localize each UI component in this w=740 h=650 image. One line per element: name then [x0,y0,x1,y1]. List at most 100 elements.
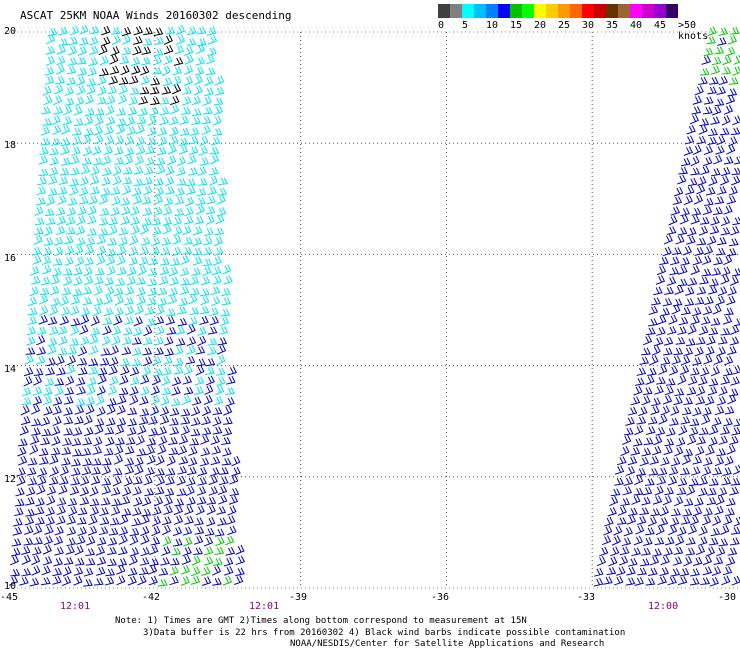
wind-barb [106,248,117,257]
wind-barb [203,536,214,547]
wind-barb [157,578,168,587]
wind-barb [27,307,38,316]
wind-barb [159,257,170,266]
wind-barb [683,498,694,507]
wind-barb [671,247,682,255]
wind-barb [144,306,155,316]
wind-barb [29,444,39,455]
wind-barb [75,398,86,406]
wind-barb [84,115,94,126]
wind-barb [626,514,637,525]
wind-barb [189,438,200,446]
wind-barb [129,386,139,396]
wind-barb [142,347,153,356]
wind-barb [47,316,58,326]
wind-barb [127,426,137,436]
wind-barb [164,336,174,346]
wind-barb [208,475,218,486]
wind-barb [702,566,713,576]
wind-barb [188,135,199,145]
wind-barb [69,25,80,36]
wind-barb [92,306,102,317]
wind-barb [181,395,192,405]
wind-barb [711,56,722,66]
wind-barb [174,208,185,217]
wind-barb [11,538,22,547]
wind-barb [56,367,66,376]
wind-barb [712,417,722,427]
wind-barb [43,237,54,246]
wind-barb [109,375,119,386]
wind-barb [174,498,185,507]
legend-label: 45 [654,20,667,31]
wind-barb [696,436,706,445]
wind-barb [48,326,59,336]
wind-barb [675,336,686,345]
wind-barb [21,545,31,556]
wind-barb [215,75,225,86]
wind-barb [720,376,731,385]
wind-barb [87,215,97,225]
wind-barb [707,136,718,146]
wind-barb [71,467,81,476]
wind-barb [713,556,724,565]
wind-barb [153,27,164,37]
wind-barb [121,508,132,517]
wind-barb [172,246,182,257]
wind-barb [698,487,708,497]
wind-barb [723,254,733,266]
wind-barb [196,38,207,47]
wind-barb [149,544,159,556]
wind-barb [79,486,90,497]
wind-barb [636,367,647,376]
wind-barb [138,256,149,266]
wind-barb [86,84,96,95]
wind-barb [186,336,197,347]
wind-barb [32,386,43,396]
wind-barb [159,266,170,276]
wind-barb [100,497,111,506]
wind-barb [715,295,726,306]
wind-barb [704,197,714,207]
wind-barb [164,487,175,497]
wind-barb [656,326,666,336]
lon-label-33: -33 [577,592,596,603]
wind-barb [146,437,157,447]
wind-barb [617,456,627,466]
wind-barb [40,416,51,427]
wind-barb [54,84,64,95]
wind-barb [722,315,733,325]
wind-barb [180,564,191,575]
wind-barb [84,427,94,437]
wind-barb [148,427,159,437]
wind-barb [646,327,656,336]
wind-barb [194,526,205,535]
wind-barb [225,547,236,556]
wind-barb [165,165,175,176]
wind-barb [668,466,679,476]
wind-barb [206,504,216,515]
wind-barb [656,376,666,385]
wind-barb [45,516,55,526]
wind-barb [652,548,662,557]
wind-barb [21,554,31,565]
wind-barb [102,457,112,466]
wind-barb [116,564,126,575]
wind-barb [157,426,167,436]
wind-barb [719,127,730,136]
wind-barb [235,567,245,577]
wind-barb [102,317,113,326]
wind-barb [207,326,218,335]
wind-barb [64,97,75,106]
wind-barb [43,226,53,237]
wind-barb [179,115,189,125]
wind-barb [680,207,690,217]
wind-barb [112,175,122,186]
wind-barb [143,325,153,337]
wind-barb [686,485,696,496]
wind-barb [175,34,186,45]
wind-barb [636,515,647,526]
wind-barb [99,55,109,66]
wind-barb [655,524,665,536]
wind-barb [668,215,678,226]
